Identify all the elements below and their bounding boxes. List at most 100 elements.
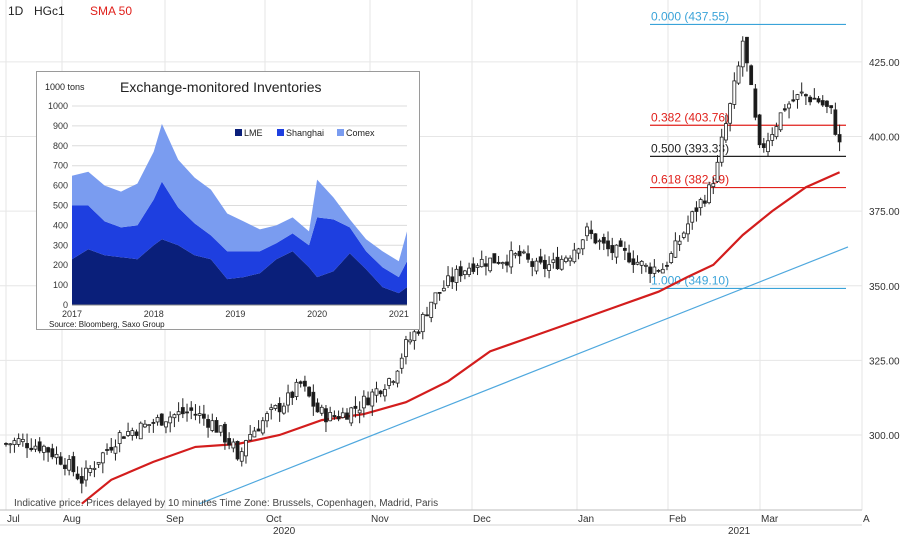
price-tick-label: 425.00 — [869, 58, 900, 69]
candle-body — [433, 292, 438, 305]
candle-body — [399, 357, 404, 369]
candle-body — [677, 240, 682, 245]
inventories-x-tick: 2021 — [389, 309, 409, 319]
fib-level-label: 0.500 (393.33) — [651, 141, 729, 155]
candle-body — [286, 392, 290, 406]
candle-body — [248, 434, 253, 441]
month-tick-label: A — [863, 514, 870, 525]
candle-body — [201, 413, 206, 419]
sma-layer — [81, 171, 841, 505]
candle-body — [395, 370, 400, 384]
candle-body — [564, 257, 568, 262]
sma-indicator-label[interactable]: SMA 50 — [90, 4, 133, 18]
candle-body — [652, 266, 657, 274]
candle-body — [349, 407, 354, 424]
candle-body — [614, 244, 619, 258]
candle-body — [707, 184, 711, 204]
candle-body — [319, 406, 324, 414]
candle-body — [100, 452, 105, 464]
candle-body — [231, 441, 236, 449]
candle-body — [530, 261, 535, 267]
candle-body — [812, 97, 817, 100]
candle-body — [143, 423, 147, 428]
candle-body — [500, 262, 505, 265]
candle-body — [425, 314, 429, 317]
candle-body — [54, 453, 59, 459]
legend-lme: LME — [244, 128, 263, 138]
candle-body — [67, 459, 72, 471]
candle-body — [702, 200, 707, 204]
candle-body — [130, 430, 135, 436]
year-tick-label: 2021 — [728, 526, 751, 536]
candle-body — [269, 407, 274, 411]
inventories-y-tick: 700 — [53, 161, 68, 171]
month-tick-label: Aug — [63, 514, 81, 525]
month-tick-label: Oct — [266, 514, 282, 525]
candle-body — [265, 413, 269, 422]
candle-body — [159, 413, 164, 426]
candle-body — [724, 123, 728, 141]
candle-body — [29, 447, 34, 451]
price-tick-label: 300.00 — [869, 431, 900, 442]
candle-body — [4, 443, 8, 445]
candle-body — [631, 258, 636, 265]
candle-body — [437, 291, 442, 294]
candle-body — [75, 473, 80, 480]
candle-body — [770, 134, 775, 141]
candle-body — [787, 103, 791, 109]
month-tick-label: Nov — [371, 514, 389, 525]
inventories-legend: LME Shanghai Comex — [235, 128, 375, 138]
candle-body — [526, 253, 530, 260]
legend-swatch-shanghai — [277, 129, 284, 136]
legend-swatch-comex — [337, 129, 344, 136]
candle-body — [252, 430, 257, 438]
candle-body — [46, 447, 50, 453]
candle-body — [340, 412, 345, 418]
candle-body — [492, 253, 497, 264]
candle-body — [109, 446, 114, 451]
candle-body — [79, 476, 84, 484]
time-axis[interactable]: Jul Aug Sep Oct Nov Dec Jan Feb Mar A 2020 2021 — [0, 509, 870, 536]
candle-body — [711, 183, 716, 188]
candle-body — [345, 412, 349, 420]
inventories-y-tick: 300 — [53, 240, 68, 250]
inventories-area-comex — [72, 123, 407, 278]
sma50-line — [81, 171, 841, 505]
candle-body — [361, 395, 366, 409]
month-tick-label: Dec — [473, 514, 491, 525]
price-tick-label: 400.00 — [869, 133, 900, 144]
candle-body — [580, 239, 585, 250]
month-tick-label: Mar — [761, 514, 779, 525]
candle-body — [16, 438, 21, 445]
candle-body — [408, 339, 413, 343]
inventories-chart: 0 100 200 300 400 500 600 700 800 900 1000 2017 2018… — [45, 79, 409, 329]
symbol-label[interactable]: HGc1 — [34, 4, 65, 18]
fib-level-label: 0.382 (403.76) — [651, 110, 729, 124]
candle-body — [740, 40, 745, 68]
footer-note: Indicative price. Prices delayed by 10 m… — [14, 498, 439, 509]
candle-body — [761, 143, 766, 148]
candle-body — [193, 413, 198, 416]
candle-body — [690, 211, 695, 223]
candle-body — [542, 259, 547, 270]
legend-shanghai: Shanghai — [286, 128, 324, 138]
inventories-y-tick: 200 — [53, 260, 68, 270]
candle-body — [273, 405, 278, 409]
inventories-inset: 0 100 200 300 400 500 600 700 800 900 1000 2017 2018… — [36, 71, 420, 330]
candle-body — [235, 440, 240, 460]
interval-label[interactable]: 1D — [8, 4, 24, 18]
candle-body — [766, 140, 770, 153]
candle-body — [825, 100, 829, 107]
candle-body — [644, 264, 648, 267]
candle-body — [256, 428, 261, 432]
candle-body — [290, 391, 295, 398]
candle-body — [441, 287, 446, 292]
candle-body — [757, 114, 762, 146]
candle-body — [37, 441, 42, 452]
candle-body — [96, 461, 101, 465]
candle-body — [332, 415, 337, 418]
candle-body — [833, 109, 838, 135]
inventories-y-tick: 1000 — [48, 101, 68, 111]
price-axis[interactable]: 300.00 325.00 350.00 375.00 400.00 425.00 — [869, 58, 900, 442]
candle-body — [155, 417, 160, 423]
